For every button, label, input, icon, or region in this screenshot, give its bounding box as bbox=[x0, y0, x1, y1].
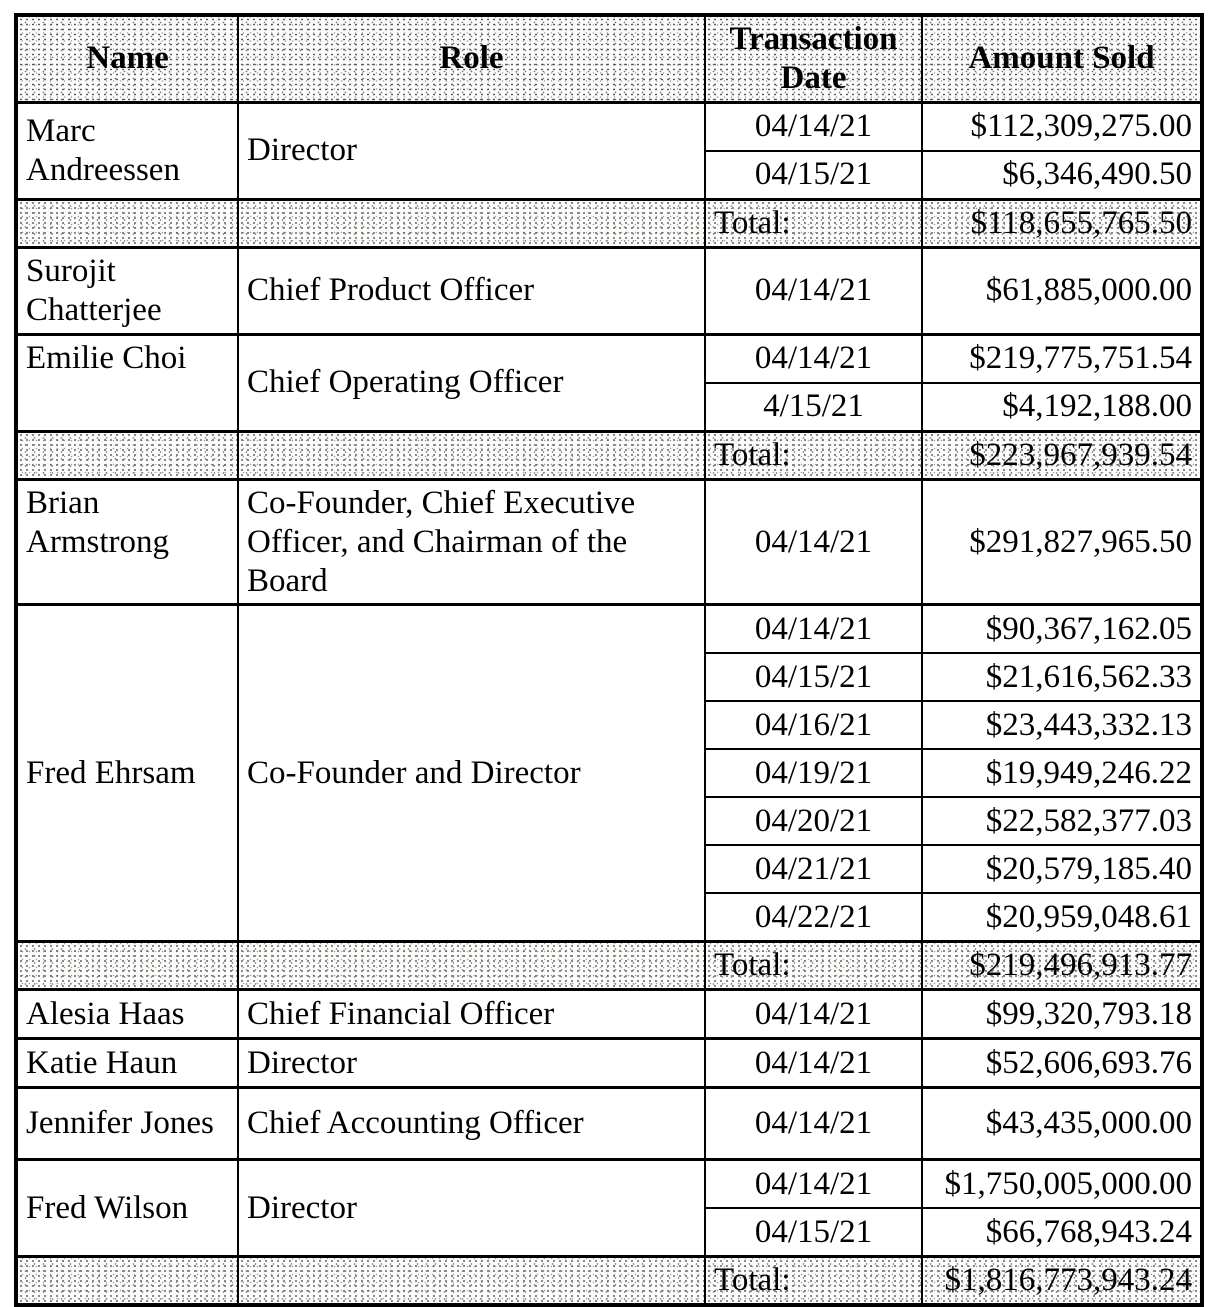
name-cell: Jennifer Jones bbox=[15, 1086, 239, 1161]
amount-cell: $66,768,943.24 bbox=[921, 1207, 1203, 1258]
transaction-row: Jennifer Jones Chief Accounting Officer 04… bbox=[15, 1086, 1203, 1161]
role-cell: Director bbox=[237, 1037, 706, 1089]
name-cell: Emilie Choi bbox=[15, 332, 239, 433]
amount-cell: $1,750,005,000.00 bbox=[921, 1158, 1203, 1210]
transaction-row: Surojit Chatterjee Chief Product Officer 0… bbox=[15, 245, 1203, 336]
transaction-row: Emilie Choi Chief Operating Officer 04/14/… bbox=[15, 332, 1203, 433]
date-cell: 04/16/21 bbox=[704, 700, 923, 751]
date-cell: 04/14/21 bbox=[704, 1158, 923, 1210]
transaction-row: 04/16/21 $23,443,332.13 bbox=[16, 700, 1203, 751]
total-row: Total: $118,655,765.50 bbox=[15, 197, 1203, 249]
date-cell: 04/21/21 bbox=[704, 844, 923, 895]
total-label-cell: Total: bbox=[704, 940, 923, 992]
header-amount-sold: Amount Sold bbox=[921, 13, 1203, 104]
amount-cell: $23,443,332.13 bbox=[921, 700, 1203, 751]
date-cell: 04/14/21 bbox=[704, 603, 923, 655]
transaction-row: 04/22/21 $20,959,048.61 bbox=[16, 892, 1203, 943]
shaded-empty-name-cell bbox=[15, 940, 239, 992]
shaded-empty-role-cell bbox=[237, 429, 706, 481]
transaction-row: 4/15/21 $4,192,188.00 bbox=[16, 381, 1203, 433]
total-row: Total: $219,496,913.77 bbox=[15, 940, 1203, 992]
table-body: Marc Andreessen Director 04/14/21 $112,309,… bbox=[15, 100, 1203, 1307]
role-cell: Chief Financial Officer bbox=[237, 988, 706, 1040]
name-cell: Fred Ehrsam bbox=[15, 603, 239, 943]
amount-cell: $219,775,751.54 bbox=[921, 332, 1203, 384]
document-page: Name Role Transaction Date Amount Sold M… bbox=[14, 13, 1204, 1307]
amount-cell: $4,192,188.00 bbox=[921, 381, 1203, 433]
name-cell: Brian Armstrong bbox=[15, 477, 239, 606]
total-row: Total: $223,967,939.54 bbox=[15, 429, 1203, 481]
date-cell: 04/14/21 bbox=[704, 332, 923, 384]
date-cell: 4/15/21 bbox=[704, 381, 923, 433]
amount-cell: $61,885,000.00 bbox=[921, 245, 1203, 336]
amount-cell: $6,346,490.50 bbox=[921, 149, 1203, 201]
date-cell: 04/15/21 bbox=[704, 1207, 923, 1258]
date-cell: 04/19/21 bbox=[704, 748, 923, 799]
date-cell: 04/20/21 bbox=[704, 796, 923, 847]
amount-cell: $112,309,275.00 bbox=[921, 100, 1203, 152]
header-row: Name Role Transaction Date Amount Sold bbox=[15, 13, 1203, 104]
amount-cell: $21,616,562.33 bbox=[921, 652, 1203, 703]
total-amount-cell: $219,496,913.77 bbox=[921, 940, 1203, 992]
total-label-cell: Total: bbox=[704, 429, 923, 481]
name-cell: Alesia Haas bbox=[15, 988, 239, 1040]
insider-sales-table: Name Role Transaction Date Amount Sold M… bbox=[14, 13, 1204, 1307]
amount-cell: $99,320,793.18 bbox=[921, 988, 1203, 1040]
role-cell: Co-Founder and Director bbox=[237, 603, 706, 943]
amount-cell: $19,949,246.22 bbox=[921, 748, 1203, 799]
amount-cell: $22,582,377.03 bbox=[921, 796, 1203, 847]
role-cell: Director bbox=[237, 1158, 706, 1258]
header-role: Role bbox=[237, 13, 706, 104]
amount-cell: $291,827,965.50 bbox=[921, 477, 1203, 606]
date-cell: 04/14/21 bbox=[704, 245, 923, 336]
header-name: Name bbox=[15, 13, 239, 104]
date-cell: 04/14/21 bbox=[704, 477, 923, 606]
role-cell: Co-Founder, Chief Executive Officer, and… bbox=[237, 477, 706, 606]
transaction-row: 04/20/21 $22,582,377.03 bbox=[16, 796, 1203, 847]
name-cell: Surojit Chatterjee bbox=[15, 245, 239, 336]
transaction-row: Brian Armstrong Co-Founder, Chief Executi… bbox=[15, 477, 1203, 606]
amount-cell: $90,367,162.05 bbox=[921, 603, 1203, 655]
shaded-empty-role-cell bbox=[237, 940, 706, 992]
role-cell: Chief Operating Officer bbox=[237, 332, 706, 433]
header-transaction-date: Transaction Date bbox=[704, 13, 923, 104]
transaction-row: Katie Haun Director 04/14/21 $52,606,693.76 bbox=[15, 1037, 1203, 1089]
name-cell: Katie Haun bbox=[15, 1037, 239, 1089]
amount-cell: $20,579,185.40 bbox=[921, 844, 1203, 895]
amount-cell: $43,435,000.00 bbox=[921, 1086, 1203, 1161]
total-amount-cell: $223,967,939.54 bbox=[921, 429, 1203, 481]
amount-cell: $20,959,048.61 bbox=[921, 892, 1203, 943]
role-cell: Chief Product Officer bbox=[237, 245, 706, 336]
total-amount-cell: $1,816,773,943.24 bbox=[921, 1255, 1203, 1307]
shaded-empty-name-cell bbox=[15, 197, 239, 249]
role-cell: Director bbox=[237, 100, 706, 201]
transaction-row: Fred Ehrsam Co-Founder and Director 04/14/… bbox=[15, 603, 1203, 943]
total-label-cell: Total: bbox=[704, 197, 923, 249]
total-label-cell: Total: bbox=[704, 1255, 923, 1307]
date-cell: 04/14/21 bbox=[704, 988, 923, 1040]
transaction-row: 04/15/21 $6,346,490.50 bbox=[16, 149, 1203, 201]
amount-cell: $52,606,693.76 bbox=[921, 1037, 1203, 1089]
transaction-row: Alesia Haas Chief Financial Officer 04/14/… bbox=[15, 988, 1203, 1040]
total-amount-cell: $118,655,765.50 bbox=[921, 197, 1203, 249]
transaction-row: 04/21/21 $20,579,185.40 bbox=[16, 844, 1203, 895]
date-cell: 04/22/21 bbox=[704, 892, 923, 943]
transaction-row: Marc Andreessen Director 04/14/21 $112,309,… bbox=[15, 100, 1203, 201]
date-cell: 04/14/21 bbox=[704, 100, 923, 152]
name-cell: Fred Wilson bbox=[15, 1158, 239, 1258]
shaded-empty-role-cell bbox=[237, 1255, 706, 1307]
date-cell: 04/14/21 bbox=[704, 1037, 923, 1089]
shaded-empty-name-cell bbox=[15, 1255, 239, 1307]
transaction-row: 04/19/21 $19,949,246.22 bbox=[16, 748, 1203, 799]
date-cell: 04/15/21 bbox=[704, 149, 923, 201]
total-row: Total: $1,816,773,943.24 bbox=[15, 1255, 1203, 1307]
role-cell: Chief Accounting Officer bbox=[237, 1086, 706, 1161]
date-cell: 04/15/21 bbox=[704, 652, 923, 703]
name-cell: Marc Andreessen bbox=[15, 100, 239, 201]
shaded-empty-name-cell bbox=[15, 429, 239, 481]
date-cell: 04/14/21 bbox=[704, 1086, 923, 1161]
transaction-row: Fred Wilson Director 04/14/21 $1,750,005,00… bbox=[15, 1158, 1203, 1258]
transaction-row: 04/15/21 $21,616,562.33 bbox=[16, 652, 1203, 703]
shaded-empty-role-cell bbox=[237, 197, 706, 249]
